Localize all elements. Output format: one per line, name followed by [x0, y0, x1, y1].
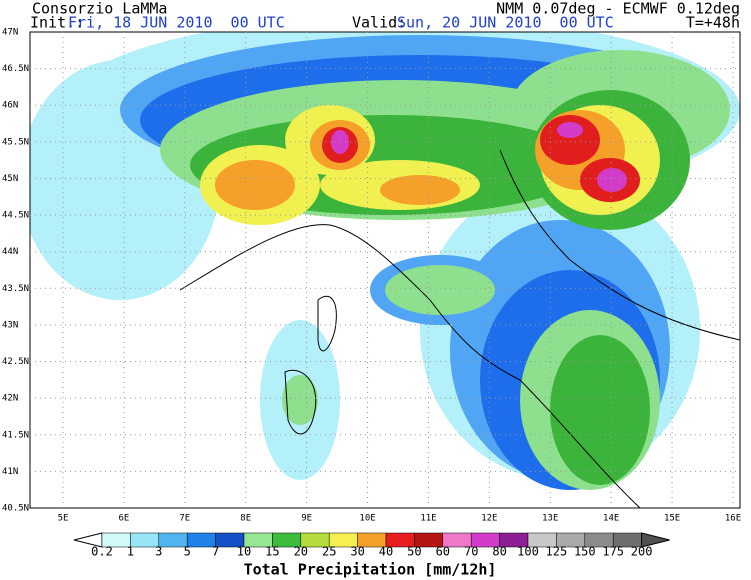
valid-label: Valid: — [352, 14, 406, 32]
lat-label: 43.5N — [2, 284, 29, 294]
lon-label: 6E — [118, 514, 129, 524]
colorbar-label: 200 — [631, 545, 653, 559]
lon-label: 14E — [603, 514, 619, 524]
colorbar-label: 30 — [350, 545, 364, 559]
colorbar-label: 5 — [184, 545, 191, 559]
lat-label: 43N — [2, 320, 18, 330]
colorbar-arrow — [641, 532, 670, 548]
colorbar-label: 0.2 — [91, 545, 113, 559]
lat-label: 46N — [2, 101, 18, 111]
colorbar-label: 40 — [379, 545, 393, 559]
lead-time: T=+48h — [686, 14, 740, 32]
colorbar-label: 1 — [127, 545, 134, 559]
lon-label: 8E — [240, 514, 251, 524]
colorbar-label: 50 — [407, 545, 421, 559]
lat-label: 42.5N — [2, 357, 29, 367]
lat-label: 41N — [2, 467, 18, 477]
lat-label: 45N — [2, 174, 18, 184]
lon-label: 11E — [420, 514, 436, 524]
lat-label: 41.5N — [2, 430, 29, 440]
title: Consorzio LaMMa — [32, 0, 167, 18]
init-time: Fri, 18 JUN 2010 00 UTC — [68, 14, 285, 32]
lat-label: 40.5N — [2, 504, 29, 514]
lon-label: 5E — [58, 514, 69, 524]
lat-label: 44.5N — [2, 211, 29, 221]
lon-label: 16E — [725, 514, 741, 524]
lon-label: 7E — [179, 514, 190, 524]
colorbar-label: 10 — [237, 545, 251, 559]
colorbar-caption: Total Precipitation [mm/12h] — [244, 561, 497, 579]
lon-label: 13E — [542, 514, 558, 524]
lat-label: 44N — [2, 247, 18, 257]
lat-label: 46.5N — [2, 64, 29, 74]
colorbar-label: 60 — [436, 545, 450, 559]
colorbar-label: 3 — [155, 545, 162, 559]
colorbar-label: 175 — [602, 545, 624, 559]
valid-time: Sun, 20 JUN 2010 00 UTC — [397, 14, 614, 32]
colorbar-label: 125 — [546, 545, 568, 559]
colorbar-label: 7 — [212, 545, 219, 559]
model: NMM 0.07deg - ECMWF 0.12deg — [496, 0, 740, 18]
colorbar-label: 150 — [574, 545, 596, 559]
coastlines — [179, 149, 740, 508]
lon-label: 10E — [359, 514, 375, 524]
colorbar-label: 20 — [294, 545, 308, 559]
lat-label: 45.5N — [2, 137, 29, 147]
colorbar-label: 100 — [517, 545, 539, 559]
lon-label: 15E — [664, 514, 680, 524]
init-label: Init.: — [30, 14, 84, 32]
colorbar-label: 80 — [492, 545, 506, 559]
lat-label: 47N — [2, 28, 18, 38]
lon-label: 12E — [481, 514, 497, 524]
map-frame — [29, 31, 741, 509]
colorbar-label: 25 — [322, 545, 336, 559]
lat-label: 42N — [2, 394, 18, 404]
colorbar-label: 15 — [265, 545, 279, 559]
colorbar-label: 70 — [464, 545, 478, 559]
lon-label: 9E — [301, 514, 312, 524]
